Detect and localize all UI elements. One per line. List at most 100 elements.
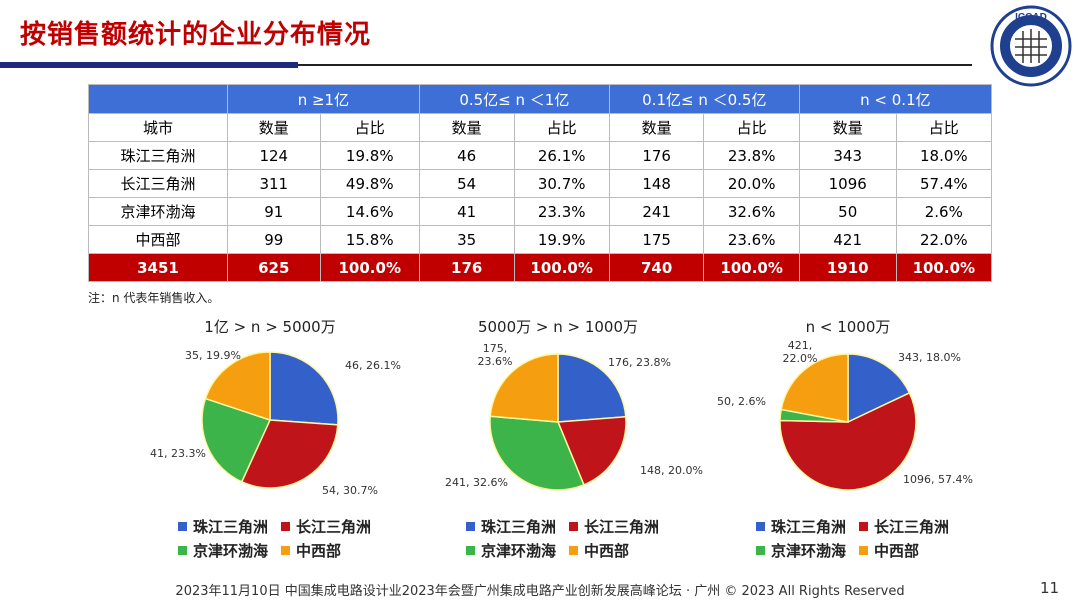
pie-slice — [489, 415, 585, 491]
legend-label: 长江三角洲 — [584, 518, 660, 536]
data-label: 35, 19.9% — [185, 349, 241, 362]
data-label: 241, 32.6% — [445, 476, 508, 489]
iccad-logo: ICCAD — [990, 5, 1072, 87]
legend-label: 京津环渤海 — [193, 542, 269, 560]
column-header: 占比 — [319, 113, 420, 142]
legend-label: 珠江三角洲 — [193, 518, 269, 536]
table-note: 注：n 代表年销售收入。 — [88, 291, 220, 305]
pie-slice — [201, 397, 272, 483]
group-header: n ≥1亿 — [226, 84, 420, 114]
chart-legend: 珠江三角洲 长江三角洲京津环渤海 中西部 — [756, 516, 956, 566]
table-cell: 中西部 — [88, 225, 228, 254]
chart-title: 1亿 > n > 5000万 — [204, 318, 335, 336]
column-header: 数量 — [418, 113, 515, 142]
data-label: 175, 23.6% — [478, 342, 513, 368]
page-number: 11 — [1040, 579, 1060, 597]
pie-slice — [557, 353, 627, 423]
column-header: 数量 — [608, 113, 705, 142]
sub-header-row: 城市 数量 占比 数量 占比 数量 占比 数量 占比 — [88, 113, 993, 142]
column-header: 占比 — [513, 113, 610, 142]
data-label: 176, 23.8% — [608, 356, 671, 369]
total-cell: 176 — [418, 253, 515, 282]
svg-text:ICCAD: ICCAD — [1015, 12, 1047, 23]
legend-label: 长江三角洲 — [874, 518, 950, 536]
total-cell: 100.0% — [319, 253, 420, 282]
total-cell: 1910 — [798, 253, 897, 282]
legend-item: 长江三角洲 — [569, 516, 659, 537]
legend-item: 珠江三角洲 — [178, 516, 268, 537]
table-cell: 49.8% — [319, 169, 420, 198]
legend-swatch — [756, 546, 765, 555]
legend-swatch — [756, 522, 765, 531]
data-label: 46, 26.1% — [345, 359, 401, 372]
column-header: 城市 — [88, 113, 228, 142]
pie-slice — [847, 353, 911, 424]
legend-swatch — [859, 522, 868, 531]
legend-item: 长江三角洲 — [859, 516, 949, 537]
legend-label: 中西部 — [296, 542, 342, 560]
table-cell: 18.0% — [895, 141, 993, 170]
legend-item: 京津环渤海 — [178, 540, 268, 561]
table-cell: 1096 — [798, 169, 897, 198]
column-header: 占比 — [703, 113, 800, 142]
legend-item: 中西部 — [281, 540, 341, 561]
legend-swatch — [466, 546, 475, 555]
page-title: 按销售额统计的企业分布情况 — [20, 20, 372, 50]
total-cell: 740 — [608, 253, 705, 282]
group-header: 0.5亿≤ n ＜1亿 — [418, 84, 610, 114]
table-cell: 124 — [226, 141, 321, 170]
legend-swatch — [569, 522, 578, 531]
sales-distribution-table: n ≥1亿 0.5亿≤ n ＜1亿 0.1亿≤ n ＜0.5亿 n < 0.1亿… — [88, 84, 993, 282]
total-cell: 100.0% — [513, 253, 610, 282]
legend-swatch — [466, 522, 475, 531]
legend-item: 珠江三角洲 — [756, 516, 846, 537]
pie-slice — [780, 353, 849, 423]
data-label: 343, 18.0% — [898, 351, 961, 364]
legend-item: 珠江三角洲 — [466, 516, 556, 537]
legend-label: 京津环渤海 — [481, 542, 557, 560]
pie-slice — [240, 419, 339, 489]
title-divider — [298, 64, 972, 66]
legend-swatch — [281, 522, 290, 531]
table-cell: 50 — [798, 197, 897, 226]
legend-label: 珠江三角洲 — [771, 518, 847, 536]
legend-label: 长江三角洲 — [296, 518, 372, 536]
legend-swatch — [281, 546, 290, 555]
legend-swatch — [178, 546, 187, 555]
chart-legend: 珠江三角洲 长江三角洲京津环渤海 中西部 — [466, 516, 666, 566]
total-cell: 100.0% — [703, 253, 800, 282]
table-row: 长江三角洲 311 49.8% 54 30.7% 148 20.0% 1096 57.4% — [88, 169, 993, 198]
total-cell: 100.0% — [895, 253, 993, 282]
footer-text: 2023年11月10日 中国集成电路设计业2023年会暨广州集成电路产业创新发展… — [175, 584, 905, 599]
data-label: 421, 22.0% — [783, 339, 818, 365]
legend-swatch — [569, 546, 578, 555]
table-cell: 19.8% — [319, 141, 420, 170]
legend-item: 长江三角洲 — [281, 516, 371, 537]
legend-label: 京津环渤海 — [771, 542, 847, 560]
data-label: 50, 2.6% — [717, 395, 766, 408]
legend-label: 中西部 — [584, 542, 630, 560]
table-cell: 长江三角洲 — [88, 169, 228, 198]
pie-slice — [204, 351, 271, 422]
table-cell: 41 — [418, 197, 515, 226]
legend-item: 京津环渤海 — [756, 540, 846, 561]
data-label: 41, 23.3% — [150, 447, 206, 460]
legend-item: 中西部 — [859, 540, 919, 561]
pie-slice — [269, 351, 339, 426]
legend-swatch — [859, 546, 868, 555]
legend-item: 京津环渤海 — [466, 540, 556, 561]
pie-slice — [779, 391, 917, 491]
group-header: n < 0.1亿 — [798, 84, 993, 114]
total-cell: 3451 — [88, 253, 228, 282]
pie-slice — [489, 353, 559, 423]
data-label: 54, 30.7% — [322, 484, 378, 497]
chart-title: n < 1000万 — [806, 318, 891, 336]
table-cell: 148 — [608, 169, 705, 198]
table-cell: 311 — [226, 169, 321, 198]
chart-title: 5000万 > n > 1000万 — [478, 318, 638, 336]
table-cell: 19.9% — [513, 225, 610, 254]
total-cell: 625 — [226, 253, 321, 282]
total-row: 3451 625 100.0% 176 100.0% 740 100.0% 1910 100.0… — [88, 253, 993, 282]
chart-legend: 珠江三角洲 长江三角洲京津环渤海 中西部 — [178, 516, 378, 566]
